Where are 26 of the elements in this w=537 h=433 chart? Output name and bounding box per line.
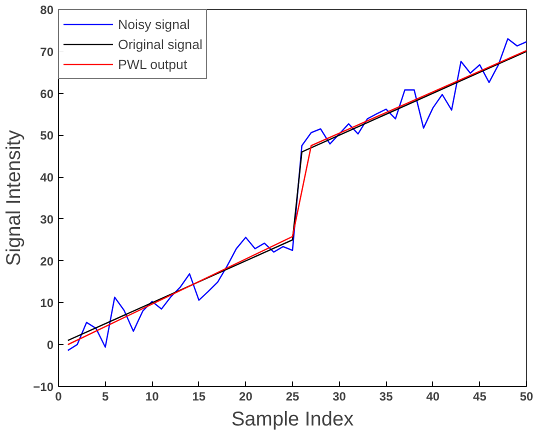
x-tick-label: 10 (145, 390, 160, 404)
legend-label: Original signal (118, 36, 202, 52)
y-axis-title: Signal Intensity (3, 130, 26, 266)
y-tick-label: 50 (40, 128, 54, 143)
x-tick-label: 0 (55, 390, 62, 404)
legend-label: PWL output (118, 56, 188, 72)
y-tick-label: 60 (40, 86, 54, 101)
x-tick-label: 50 (520, 390, 534, 404)
y-tick-label: 10 (40, 296, 54, 310)
x-tick-label: 25 (286, 390, 300, 404)
y-tick-label: 0 (46, 338, 54, 352)
x-axis-title: Sample Index (231, 408, 354, 430)
x-tick-label: 5 (102, 390, 109, 404)
x-tick-label: 40 (426, 390, 440, 404)
y-tick-label: −10 (33, 380, 54, 394)
y-tick-label: 30 (40, 212, 54, 226)
y-tick-label: 70 (40, 44, 54, 59)
x-tick-label: 35 (379, 390, 394, 404)
x-tick-label: 30 (332, 390, 346, 404)
x-tick-label: 20 (239, 390, 253, 404)
y-tick-label: 80 (40, 3, 54, 17)
x-tick-label: 45 (473, 390, 487, 404)
x-tick-label: 15 (192, 390, 206, 404)
legend-label: Noisy signal (118, 16, 190, 32)
y-tick-label: 40 (40, 170, 54, 185)
y-tick-label: 20 (40, 254, 54, 268)
